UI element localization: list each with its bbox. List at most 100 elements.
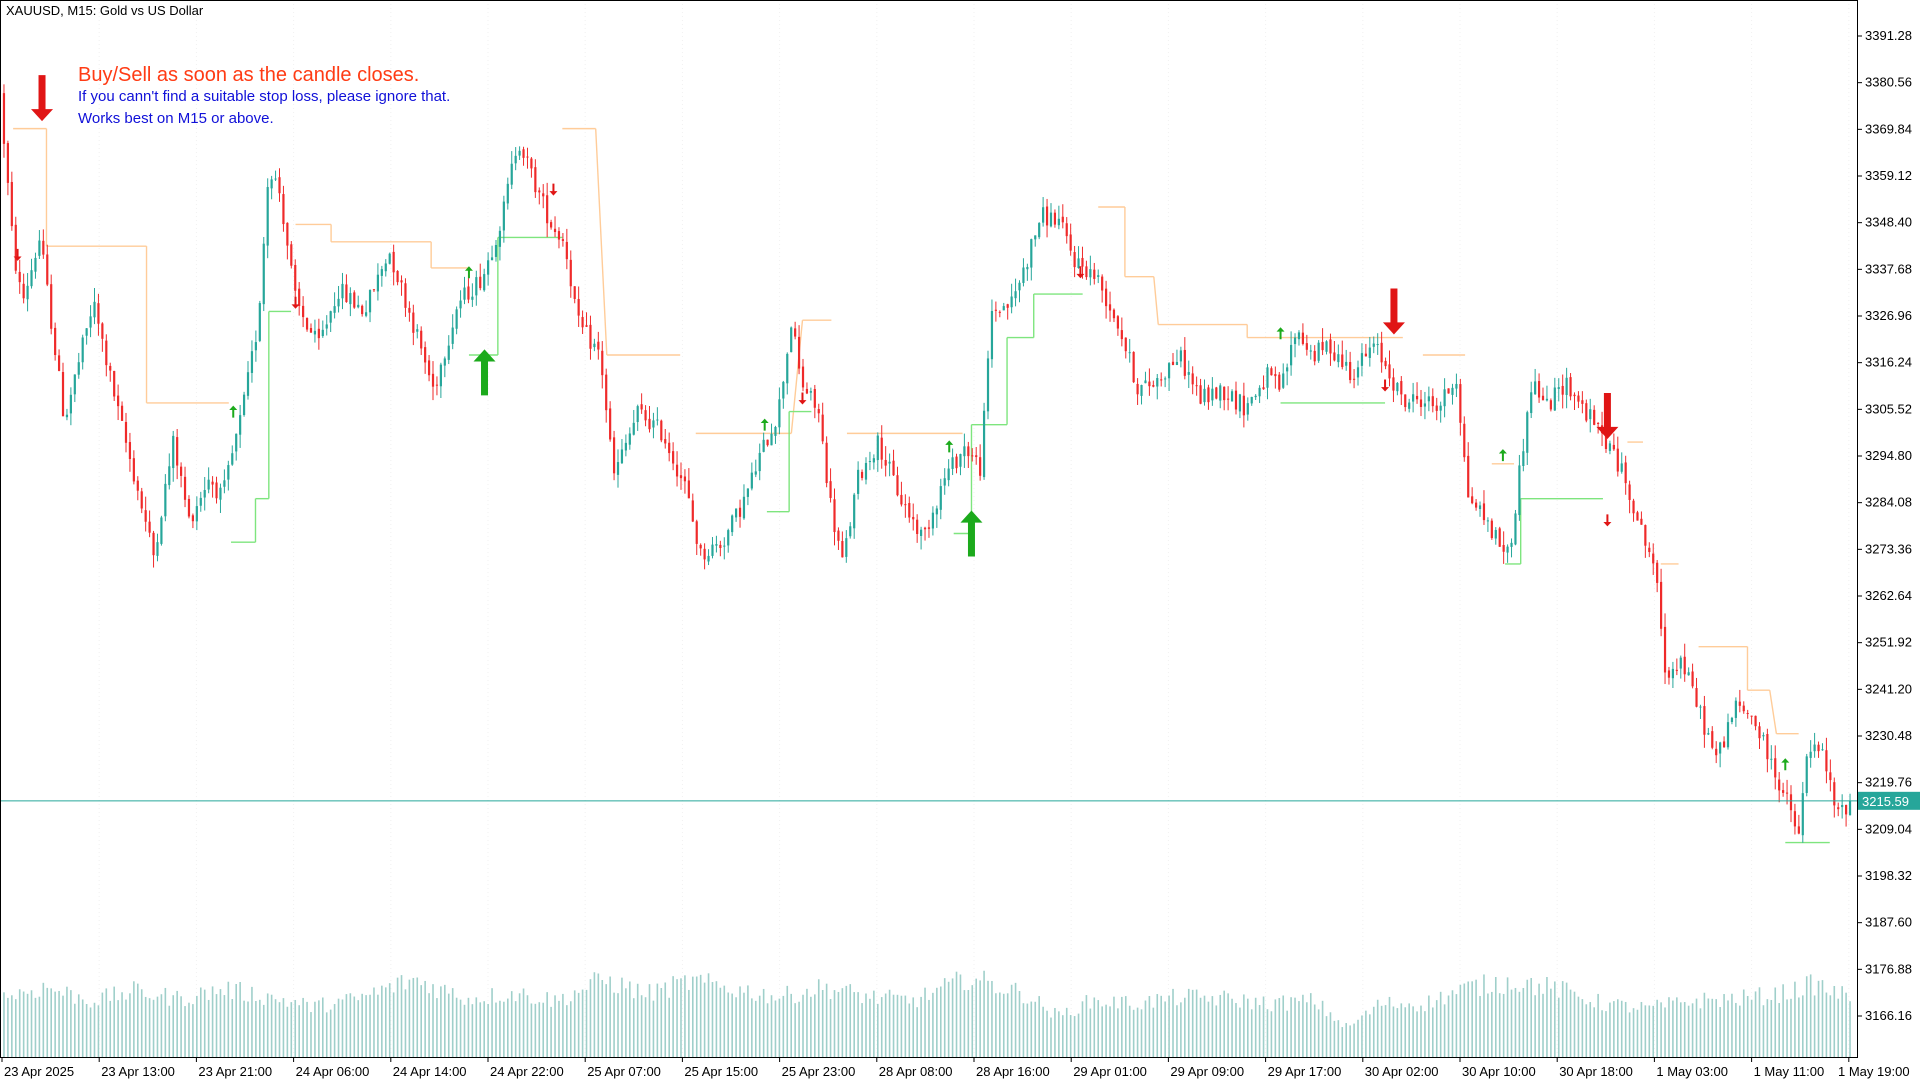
candle-body xyxy=(526,156,529,158)
y-tick-label: 3284.08 xyxy=(1865,495,1912,510)
candle-body xyxy=(183,476,187,500)
candle-body xyxy=(1805,756,1808,793)
candle-body xyxy=(156,542,159,556)
x-tick-label: 30 Apr 10:00 xyxy=(1462,1064,1536,1079)
candle-body xyxy=(69,394,72,414)
candle-body xyxy=(1463,423,1466,458)
candle-body xyxy=(1530,392,1533,414)
candle-body xyxy=(396,270,399,283)
candle-body xyxy=(1703,706,1706,735)
candle-body xyxy=(860,471,864,478)
candle-body xyxy=(199,497,202,506)
candle-body xyxy=(1203,388,1206,403)
volume-bars xyxy=(3,970,1851,1057)
candle-body xyxy=(632,422,635,435)
candle-body xyxy=(1140,384,1143,396)
candle-body xyxy=(1754,715,1757,727)
candle-body xyxy=(1258,387,1261,397)
candle-body xyxy=(1014,291,1017,299)
candle-body xyxy=(392,251,395,273)
candle-body xyxy=(1018,282,1021,291)
candle-body xyxy=(1073,252,1076,268)
candle-body xyxy=(746,488,750,497)
candle-body xyxy=(321,329,324,337)
candle-body xyxy=(179,466,183,476)
candle-body xyxy=(672,451,675,464)
candle-body xyxy=(1065,223,1068,237)
plot-frame xyxy=(0,0,1858,1058)
candle-body xyxy=(176,437,179,466)
candle-body xyxy=(140,491,143,509)
candle-body xyxy=(117,395,120,407)
candle-body xyxy=(195,506,198,522)
candle-body xyxy=(1002,306,1005,311)
y-tick-label: 3187.60 xyxy=(1865,915,1912,930)
candle-body xyxy=(1081,257,1084,267)
candle-body xyxy=(994,309,997,311)
price-axis[interactable]: 3391.28 3380.56 3369.84 3359.12 3348.40 3337.… xyxy=(1857,28,1912,1023)
candle-body xyxy=(254,342,257,351)
sell-arrow-icon xyxy=(549,183,558,196)
candle-body xyxy=(1246,403,1249,415)
x-tick-label: 24 Apr 22:00 xyxy=(490,1064,564,1079)
candle-body xyxy=(113,370,116,397)
candle-body xyxy=(1561,385,1564,395)
candle-body xyxy=(1628,484,1631,500)
candle-body xyxy=(1557,387,1560,389)
candle-body xyxy=(687,480,690,499)
candle-body xyxy=(1534,381,1537,395)
candle-body xyxy=(1069,234,1072,251)
candle-body xyxy=(1778,779,1781,791)
candle-body xyxy=(569,259,572,287)
candle-body xyxy=(1699,706,1702,708)
candle-body xyxy=(1191,373,1194,385)
candle-body xyxy=(329,311,332,323)
candle-body xyxy=(821,414,824,442)
candle-body xyxy=(1569,377,1572,397)
x-tick-label: 1 May 11:00 xyxy=(1754,1064,1825,1079)
candle-body xyxy=(790,327,793,353)
candle-body xyxy=(187,498,191,517)
candle-body xyxy=(1683,656,1686,675)
candle-body xyxy=(990,311,994,360)
time-axis[interactable]: 23 Apr 2025 23 Apr 13:00 23 Apr 21:00 24 Ap… xyxy=(1,1057,1910,1079)
candle-body xyxy=(1289,344,1293,366)
candle-body xyxy=(668,442,671,454)
candle-body xyxy=(81,337,84,363)
candle-body xyxy=(246,372,250,396)
candle-body xyxy=(546,195,549,224)
candle-body xyxy=(1624,462,1627,484)
candle-body xyxy=(1077,258,1080,268)
candle-body xyxy=(660,420,663,441)
x-tick-label: 23 Apr 2025 xyxy=(4,1064,74,1079)
candle-body xyxy=(1553,387,1556,411)
candle-body xyxy=(923,527,927,530)
candle-body xyxy=(1242,395,1245,416)
candle-body xyxy=(136,480,139,491)
candle-body xyxy=(1309,350,1312,352)
candle-body xyxy=(1112,309,1116,319)
candle-body xyxy=(191,515,195,522)
candle-body xyxy=(487,260,490,275)
candle-body xyxy=(85,328,88,336)
candle-body xyxy=(1042,207,1045,223)
y-tick-label: 3380.56 xyxy=(1865,75,1912,90)
candle-body xyxy=(483,274,486,291)
candle-body xyxy=(675,464,679,477)
candle-body xyxy=(829,481,832,498)
candle-body xyxy=(337,298,340,307)
candle-body xyxy=(1301,332,1305,344)
candle-body xyxy=(754,471,757,475)
candle-body xyxy=(959,454,962,467)
y-tick-label: 3273.36 xyxy=(1865,541,1912,556)
candle-body xyxy=(1215,387,1218,399)
candle-body xyxy=(345,284,348,303)
candle-body xyxy=(1711,731,1714,748)
candle-body xyxy=(1459,384,1462,423)
candle-body xyxy=(979,457,982,476)
candle-body xyxy=(1785,792,1789,794)
candle-body xyxy=(998,311,1001,313)
y-tick-label: 3241.20 xyxy=(1865,681,1912,696)
